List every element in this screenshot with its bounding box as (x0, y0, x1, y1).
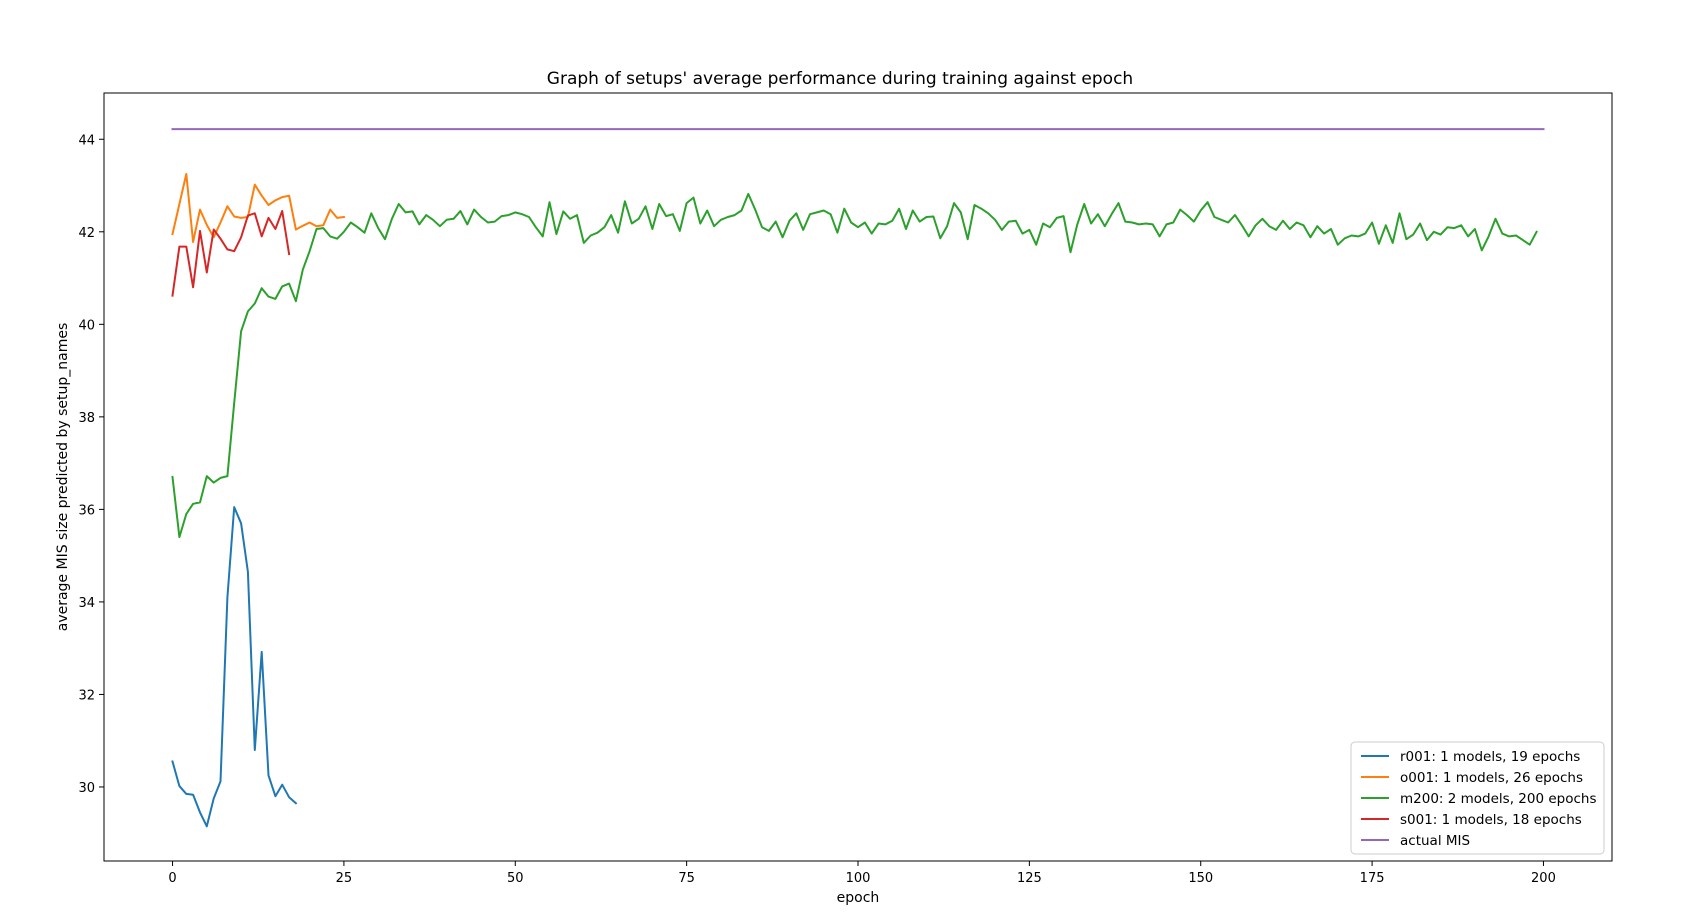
y-tick-label: 38 (78, 411, 95, 426)
legend-label-1: o001: 1 models, 26 epochs (1400, 770, 1583, 786)
chart-title: Graph of setups' average performance dur… (547, 69, 1133, 89)
legend-label-4: actual MIS (1400, 833, 1470, 849)
y-tick-label: 42 (78, 226, 95, 241)
x-tick-label: 150 (1188, 871, 1213, 886)
y-tick-label: 30 (78, 781, 95, 796)
legend-label-0: r001: 1 models, 19 epochs (1400, 749, 1580, 765)
series-line-2 (171, 192, 1538, 539)
y-tick-label: 44 (78, 133, 95, 148)
x-axis: 0 25 50 75 100 125 150 175 200 (168, 861, 1556, 886)
x-tick-label: 125 (1017, 871, 1042, 886)
x-tick-label: 175 (1360, 871, 1385, 886)
y-axis: 30 32 34 36 38 40 42 44 (78, 133, 104, 796)
legend-box (1350, 741, 1605, 855)
x-axis-label: epoch (837, 890, 880, 906)
y-tick-label: 40 (78, 318, 95, 333)
series-layer (171, 128, 1545, 828)
x-tick-label: 200 (1531, 871, 1556, 886)
y-tick-label: 32 (78, 688, 95, 703)
legend-label-2: m200: 2 models, 200 epochs (1400, 791, 1597, 807)
x-tick-label: 50 (507, 871, 524, 886)
y-tick-label: 34 (78, 596, 95, 611)
x-tick-label: 100 (846, 871, 871, 886)
series-line-3 (171, 210, 291, 297)
x-tick-label: 0 (168, 871, 176, 886)
legend-label-3: s001: 1 models, 18 epochs (1400, 812, 1582, 828)
series-line-0 (171, 506, 298, 828)
series-line-1 (171, 173, 346, 243)
y-tick-label: 36 (78, 503, 95, 518)
y-axis-label: average MIS size predicted by setup_name… (55, 323, 71, 632)
x-tick-label: 25 (336, 871, 353, 886)
legend: r001: 1 models, 19 epochs o001: 1 models,… (1350, 741, 1605, 855)
x-tick-label: 75 (678, 871, 695, 886)
